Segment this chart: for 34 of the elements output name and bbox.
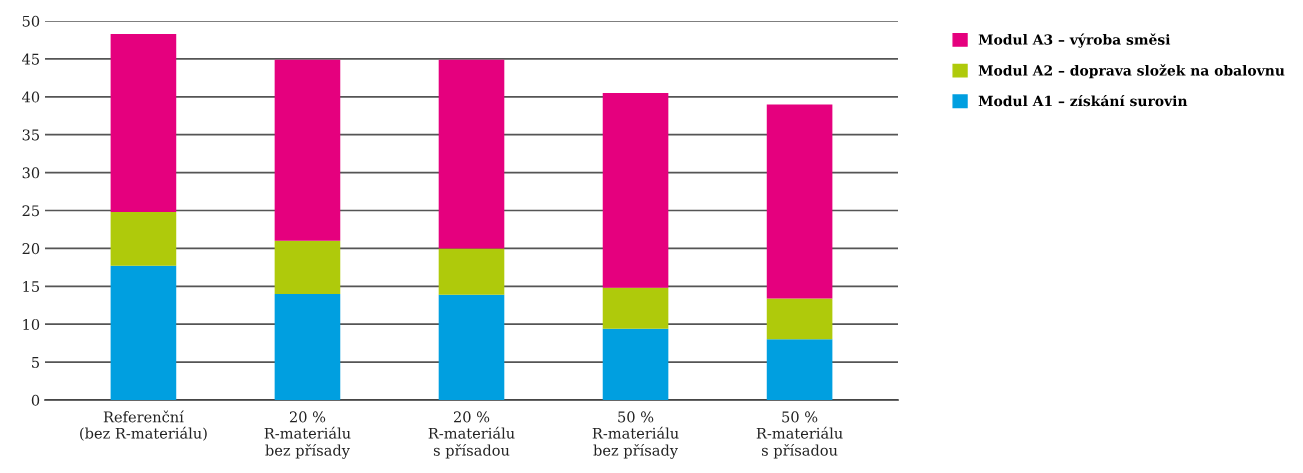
y-tick-label: 40	[22, 91, 40, 103]
bar	[438, 294, 505, 400]
legend-label: Modul A3 – výroba směsi	[978, 33, 1171, 48]
y-tick-label: 50	[22, 15, 40, 27]
bar	[766, 339, 833, 400]
x-tick-label: Referenční (bez R-materiálu)	[80, 410, 207, 441]
x-tick-label: 20 % R-materiálu s přísadou	[428, 411, 515, 459]
y-tick-label: 45	[22, 53, 40, 65]
bar	[110, 33, 177, 213]
bar	[274, 240, 341, 294]
bar	[274, 293, 341, 400]
bar	[602, 287, 669, 329]
bar	[602, 328, 669, 400]
bar	[766, 104, 833, 299]
legend-label: Modul A1 – získání surovin	[978, 94, 1188, 107]
legend-label: Modul A2 – doprava složek na obalovnu	[978, 64, 1285, 79]
bar	[438, 248, 505, 295]
y-tick-label: 5	[32, 357, 40, 368]
y-tick-label: 10	[23, 318, 40, 330]
y-tick-label: 35	[22, 129, 40, 141]
bar	[602, 93, 669, 288]
x-tick-label: 20 % R-materiálu bez přísady	[264, 411, 351, 459]
y-tick-label: 30	[22, 167, 40, 179]
y-tick-label: 15	[23, 281, 40, 293]
bar	[766, 298, 833, 340]
x-tick-label: 50 % R-materiálu bez přísady	[592, 411, 679, 459]
x-tick-label: 50 % R-materiálu s přísadou	[756, 411, 843, 459]
bar	[438, 59, 505, 249]
bar	[110, 212, 177, 266]
bar	[110, 265, 177, 400]
y-tick-label: 25	[22, 205, 40, 217]
y-tick-label: 20	[22, 243, 40, 255]
bar	[274, 59, 341, 241]
y-tick-label: 0	[31, 394, 40, 406]
